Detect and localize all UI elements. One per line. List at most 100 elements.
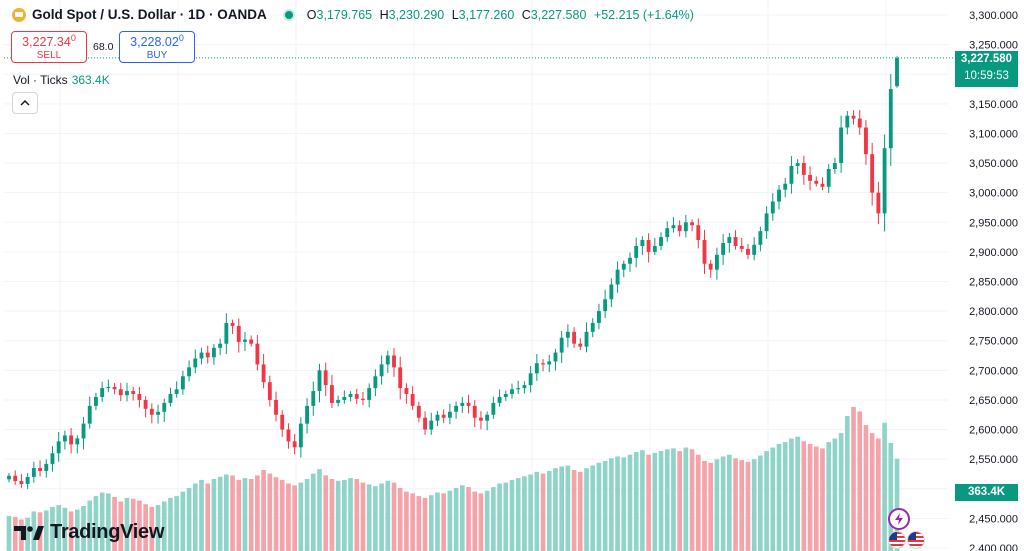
tradingview-logo[interactable]: TradingView xyxy=(14,521,164,544)
volume-bar xyxy=(379,483,384,551)
candle-body xyxy=(311,391,316,406)
candle-body xyxy=(646,240,651,252)
volume-bar xyxy=(602,461,608,551)
chart-grid xyxy=(4,0,948,551)
volume-legend[interactable]: Vol · Ticks 363.4K xyxy=(13,73,110,87)
candle-body xyxy=(671,225,676,229)
candle-body xyxy=(44,463,49,472)
price-tick-label: 2,400.000 xyxy=(969,543,1018,551)
candle-body xyxy=(814,180,819,184)
volume-bar xyxy=(671,448,676,551)
candle-body xyxy=(541,363,545,365)
volume-bar xyxy=(739,460,745,551)
buy-button[interactable]: 3,228.020 BUY xyxy=(119,31,195,63)
candle-body xyxy=(274,399,278,415)
candle-body xyxy=(367,388,372,400)
candle-body xyxy=(547,361,552,365)
sell-button[interactable]: 3,227.340 SELL xyxy=(11,31,87,63)
price-tick-label: 3,100.000 xyxy=(969,128,1018,140)
volume-bar xyxy=(441,493,447,551)
volume-bar xyxy=(745,461,751,551)
candle-body xyxy=(211,347,216,358)
candle-body xyxy=(864,127,868,155)
candle-body xyxy=(75,438,80,445)
volume-bar xyxy=(348,478,353,551)
candle-body xyxy=(851,115,856,119)
candle-body xyxy=(156,411,160,415)
volume-bar xyxy=(764,451,769,551)
volume-bar xyxy=(714,459,720,551)
candle-body xyxy=(485,414,490,421)
candle-body xyxy=(131,391,136,395)
candle-body xyxy=(50,453,55,464)
volume-bar xyxy=(106,493,111,551)
candle-body xyxy=(193,358,198,368)
candle-body xyxy=(13,475,18,482)
price-tick-label: 2,550.000 xyxy=(969,454,1018,466)
price-axis[interactable]: 2,400.0002,450.0002,500.0002,550.0002,60… xyxy=(969,10,1018,551)
volume-bar xyxy=(720,456,726,551)
candle-body xyxy=(354,394,359,399)
candle-body xyxy=(205,352,210,358)
candle-body xyxy=(472,405,477,418)
candle-body xyxy=(180,376,185,390)
candle-body xyxy=(491,402,496,415)
collapse-legend-button[interactable] xyxy=(12,92,38,114)
volume-bar xyxy=(571,470,577,551)
us-flag-icon[interactable] xyxy=(907,531,925,549)
volume-bar xyxy=(279,479,285,551)
candle-body xyxy=(733,237,738,246)
candle-body xyxy=(118,389,123,396)
candle-body xyxy=(584,331,589,347)
candle-body xyxy=(528,373,533,386)
candle-body xyxy=(323,370,328,386)
symbol-title[interactable]: Gold Spot / U.S. Dollar · 1D · OANDA xyxy=(32,7,267,22)
volume-bar xyxy=(12,516,18,551)
volume-bar xyxy=(782,442,788,551)
volume-bar xyxy=(137,500,142,551)
volume-bar xyxy=(813,446,819,551)
low-label: L xyxy=(451,7,459,22)
change-value: +52.215 (+1.64%) xyxy=(593,7,694,22)
volume-bar xyxy=(453,488,459,551)
price-tick-label: 2,850.000 xyxy=(969,277,1018,289)
volume-bar xyxy=(68,511,74,551)
candle-body xyxy=(305,405,309,424)
gold-coin-icon xyxy=(12,7,26,22)
volume-bar xyxy=(323,475,329,551)
volume-bar xyxy=(894,458,900,551)
candle-body xyxy=(317,370,322,392)
volume-bar xyxy=(230,475,235,551)
candle-body xyxy=(298,423,303,448)
volume-bar xyxy=(559,466,564,551)
volume-bar xyxy=(112,497,117,551)
volume-bar xyxy=(627,454,633,551)
volume-bar xyxy=(522,476,527,551)
candle-body xyxy=(777,189,781,202)
volume-bar xyxy=(478,493,484,551)
lightning-icon[interactable] xyxy=(888,508,910,530)
candle-body xyxy=(441,414,446,418)
us-flag-icon[interactable] xyxy=(888,531,906,549)
candle-body xyxy=(721,243,726,255)
volume-bar xyxy=(515,478,521,551)
volume-bar xyxy=(261,470,266,551)
volume-bar xyxy=(286,483,291,551)
volume-bar xyxy=(205,483,211,551)
volume-bar xyxy=(50,506,55,551)
candle-body xyxy=(578,343,583,347)
candle-body xyxy=(379,364,384,377)
candle-body xyxy=(820,183,825,187)
volume-bar xyxy=(640,450,645,551)
candle-body xyxy=(385,355,390,365)
volume-bar xyxy=(553,468,558,551)
candle-body xyxy=(659,237,663,246)
sell-price: 3,227.340 xyxy=(22,32,76,50)
candle-body xyxy=(398,367,403,389)
candle-body xyxy=(261,364,266,383)
candle-body xyxy=(764,213,769,232)
candle-body xyxy=(746,248,750,255)
candle-body xyxy=(808,174,812,181)
candle-body xyxy=(81,423,86,439)
